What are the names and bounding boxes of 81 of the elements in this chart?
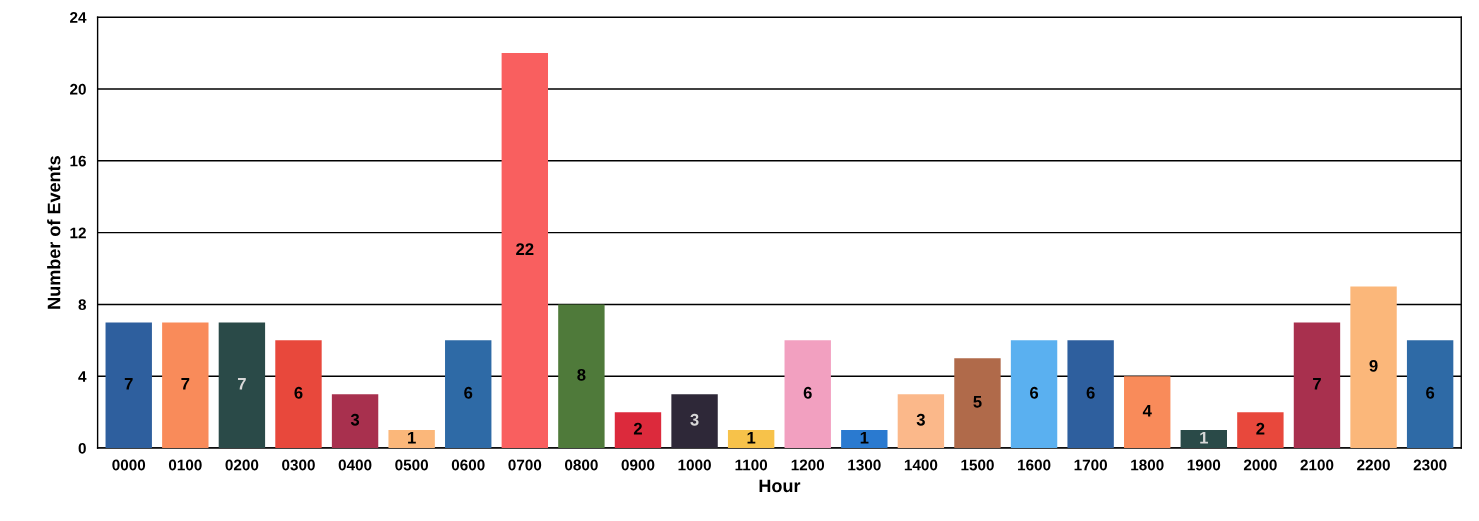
y-tick-label: 20 — [70, 83, 86, 95]
x-tick-label: 0000 — [112, 459, 146, 471]
data-label: 7 — [1313, 378, 1321, 390]
x-tick-label: 2100 — [1300, 459, 1334, 471]
bar — [558, 304, 605, 449]
data-label: 6 — [1426, 386, 1435, 399]
x-tick-label: 1600 — [1018, 459, 1051, 471]
y-tick-label: 0 — [78, 442, 86, 454]
bar — [1067, 340, 1114, 449]
bar — [105, 322, 152, 449]
bar — [1237, 412, 1284, 449]
x-tick-label: 2200 — [1357, 459, 1390, 471]
y-tick-label: 4 — [78, 371, 87, 382]
bar — [501, 53, 549, 449]
x-tick-label: 2300 — [1413, 459, 1447, 471]
x-tick-label: 1800 — [1131, 459, 1164, 471]
bar — [1350, 286, 1397, 449]
bar — [162, 322, 209, 449]
y-tick-label: 24 — [70, 12, 87, 23]
data-label: 6 — [464, 386, 473, 399]
bar — [331, 394, 379, 449]
bar — [445, 340, 492, 449]
y-axis-title: Number of Events — [47, 156, 61, 309]
bar — [671, 394, 718, 449]
bar — [784, 340, 831, 449]
bar — [727, 430, 775, 449]
x-tick-label: 1300 — [848, 459, 881, 471]
bar — [218, 322, 266, 449]
data-label: 1 — [747, 431, 756, 444]
bar — [275, 340, 322, 449]
x-tick-label: 0800 — [565, 459, 598, 471]
data-label: 9 — [1369, 359, 1378, 372]
x-tick-label: 0300 — [282, 459, 315, 471]
x-tick-label: 1000 — [678, 459, 711, 471]
bar — [1124, 376, 1171, 449]
data-label: 6 — [803, 386, 812, 399]
data-label: 8 — [577, 368, 586, 381]
bar — [614, 412, 662, 449]
x-tick-label: 1900 — [1187, 459, 1221, 471]
x-tick-label: 1200 — [791, 459, 825, 471]
data-label: 6 — [294, 386, 303, 399]
data-label: 3 — [690, 413, 699, 426]
y-tick-label: 12 — [70, 227, 86, 239]
x-tick-label: 0400 — [338, 459, 372, 471]
x-tick-label: 2000 — [1243, 459, 1277, 471]
data-label: 6 — [1086, 386, 1095, 399]
data-label: 7 — [181, 378, 190, 390]
data-label: 3 — [916, 413, 925, 426]
x-tick-label: 0600 — [451, 459, 485, 471]
x-tick-label: 0700 — [508, 459, 542, 471]
x-tick-label: 1400 — [904, 459, 938, 471]
data-label: 22 — [516, 243, 534, 255]
x-tick-label: 1100 — [735, 459, 768, 471]
bar — [1406, 340, 1454, 449]
x-tick-label: 0100 — [168, 459, 202, 471]
x-tick-label: 0200 — [225, 459, 259, 471]
x-tick-label: 0900 — [621, 459, 655, 471]
bar — [1180, 430, 1227, 449]
x-tick-label: 0500 — [395, 459, 429, 471]
data-label: 2 — [633, 422, 642, 435]
y-tick-label: 16 — [70, 155, 86, 167]
bar — [1293, 322, 1341, 449]
data-label: 7 — [124, 378, 133, 390]
data-label: 5 — [973, 396, 982, 408]
bar — [1010, 340, 1058, 449]
data-label: 7 — [237, 378, 246, 390]
bar — [897, 394, 945, 449]
data-label: 1 — [1200, 431, 1208, 444]
data-label: 1 — [860, 431, 869, 444]
x-axis-title: Hour — [759, 479, 801, 493]
y-tick-label: 8 — [78, 299, 87, 311]
bar — [388, 430, 435, 449]
data-label: 2 — [1256, 422, 1265, 435]
data-label: 1 — [408, 431, 416, 444]
bar — [841, 430, 888, 449]
bar — [954, 358, 1001, 449]
data-label: 3 — [350, 413, 360, 426]
x-tick-label: 1500 — [961, 459, 994, 471]
data-label: 4 — [1142, 405, 1152, 417]
data-label: 6 — [1030, 386, 1039, 399]
x-tick-label: 1700 — [1074, 459, 1108, 471]
